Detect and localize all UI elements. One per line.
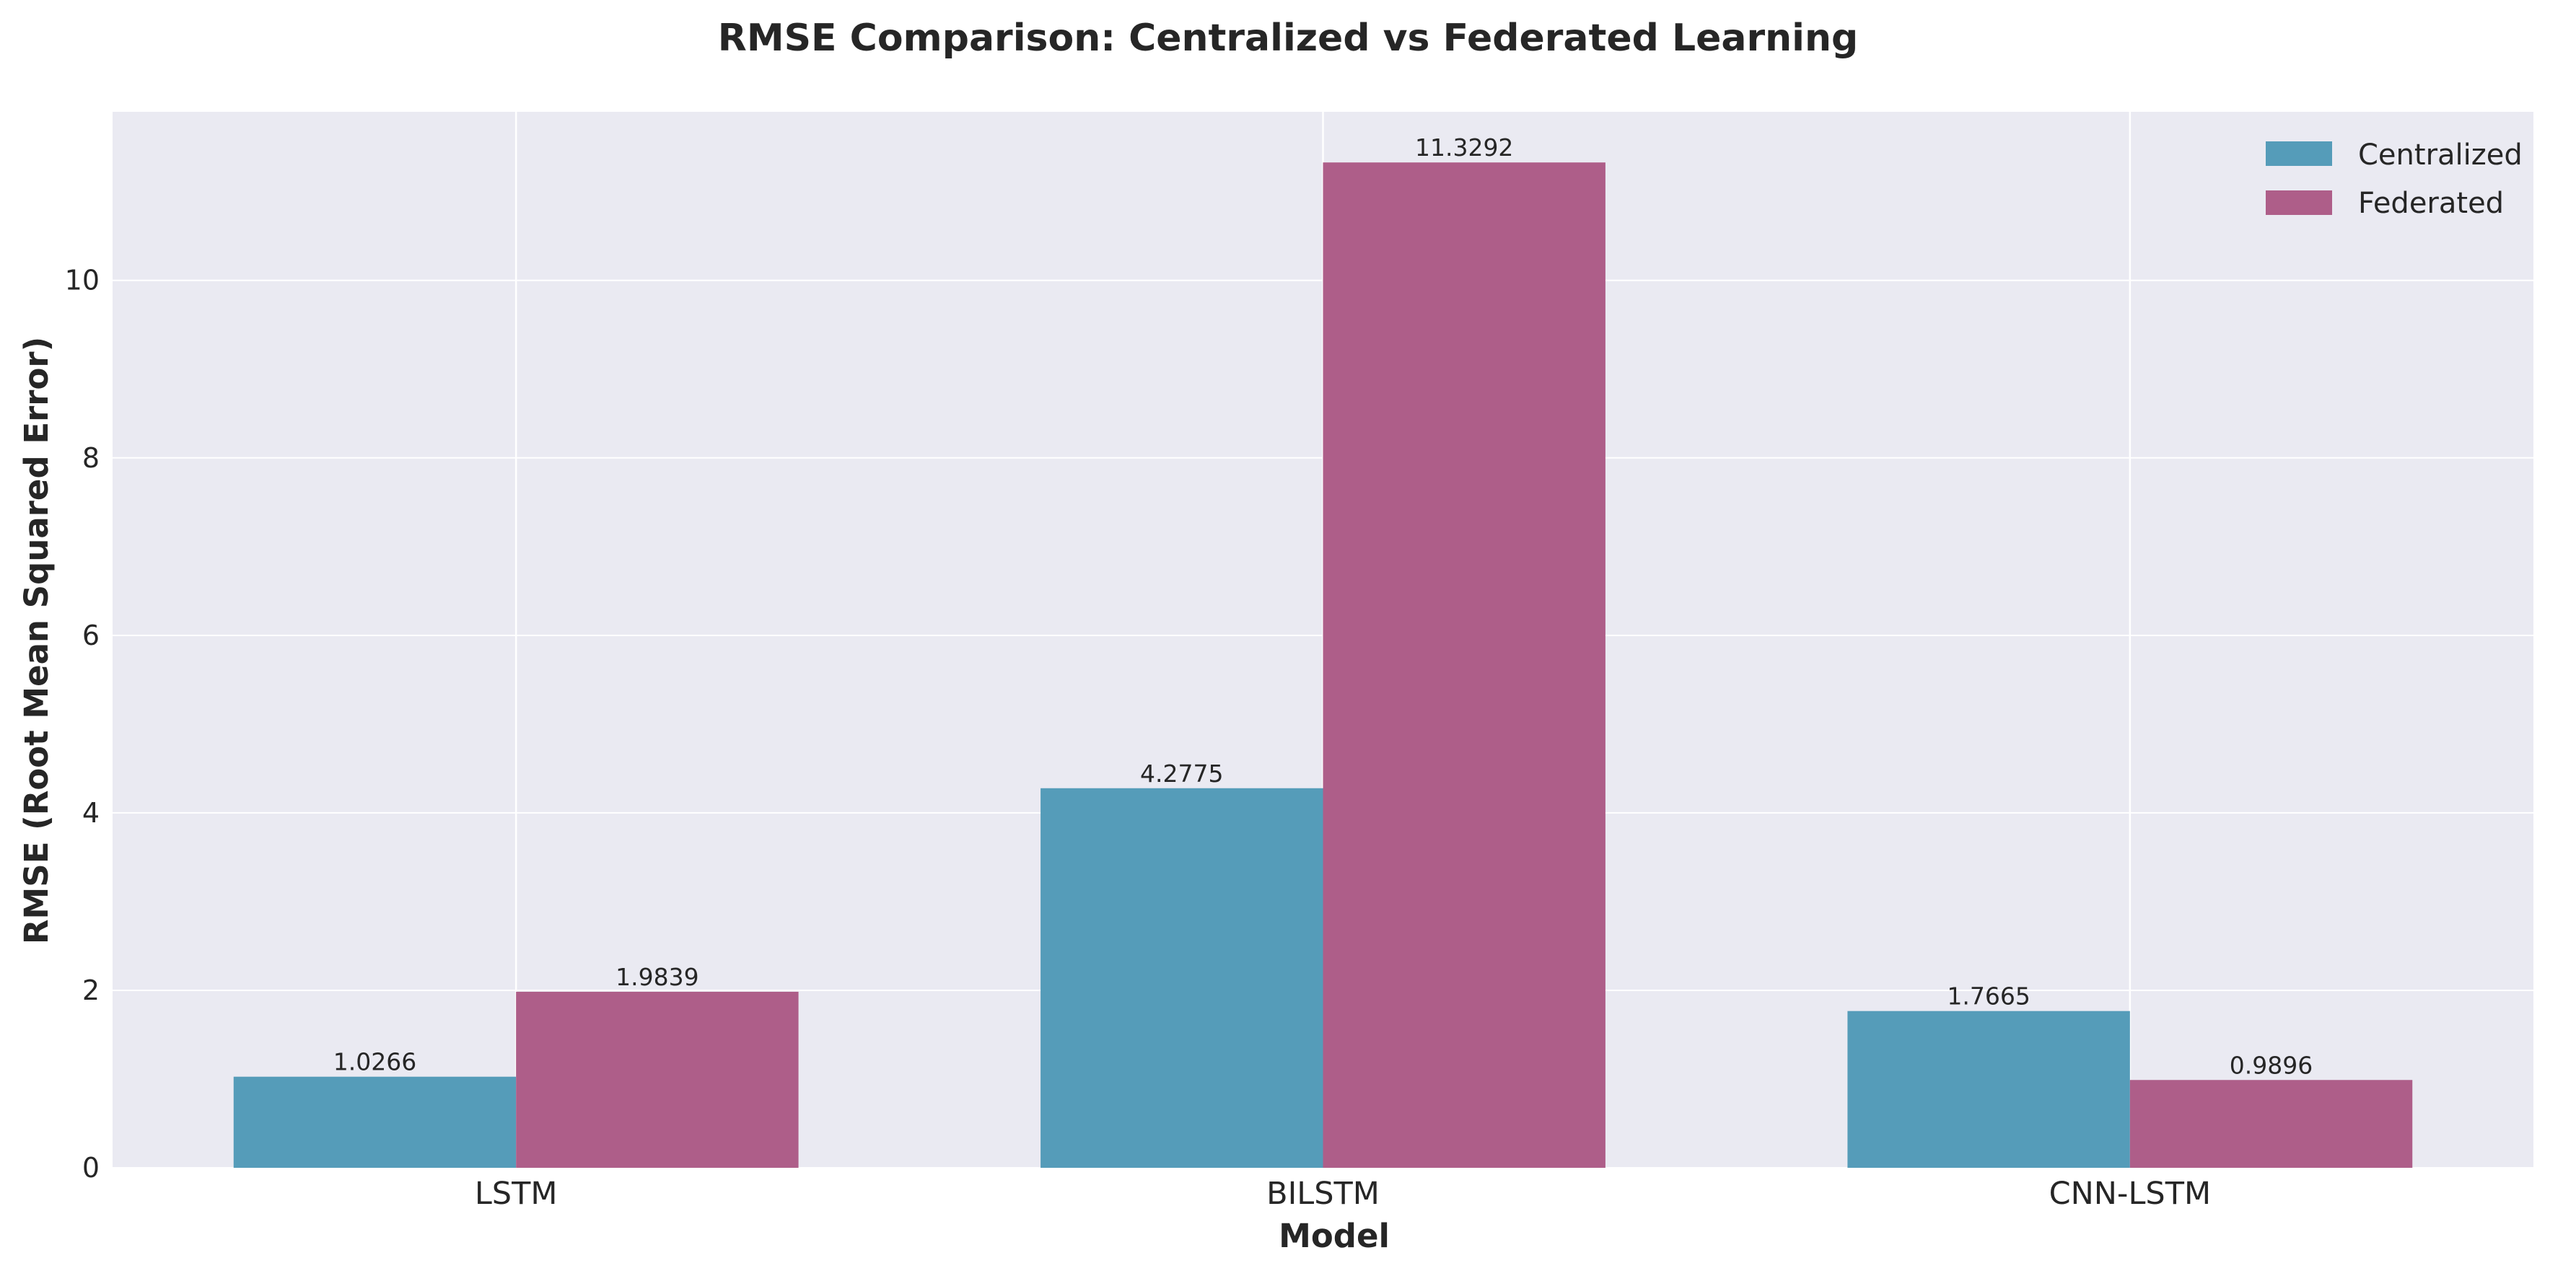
x-tick-label: LSTM bbox=[475, 1176, 558, 1212]
x-axis-label: Model bbox=[1279, 1217, 1390, 1255]
data-label-centralized-cnn-lstm: 1.7665 bbox=[1947, 982, 2030, 1011]
x-tick-label: CNN-LSTM bbox=[2049, 1176, 2212, 1212]
legend-swatch-federated bbox=[2266, 190, 2332, 215]
chart-title: RMSE Comparison: Centralized vs Federate… bbox=[718, 17, 1858, 60]
y-axis-label: RMSE (Root Mean Squared Error) bbox=[17, 337, 56, 944]
y-tick-label: 10 bbox=[65, 265, 100, 296]
data-labels: 1.0266 4.2775 1.7665 1.9839 11.3292 0.9896 bbox=[333, 133, 2313, 1079]
data-label-federated-lstm: 1.9839 bbox=[615, 963, 698, 991]
data-label-federated-cnn-lstm: 0.9896 bbox=[2230, 1051, 2313, 1079]
bar-federated-bilstm bbox=[1323, 162, 1605, 1169]
y-tick-label: 8 bbox=[82, 442, 100, 474]
x-tick-label: BILSTM bbox=[1266, 1176, 1380, 1212]
bar-centralized-bilstm bbox=[1041, 788, 1323, 1168]
data-label-centralized-lstm: 1.0266 bbox=[333, 1048, 416, 1076]
data-label-centralized-bilstm: 4.2775 bbox=[1140, 760, 1223, 788]
bar-federated-lstm bbox=[516, 991, 799, 1168]
bar-centralized-cnn-lstm bbox=[1847, 1011, 2130, 1168]
legend: Centralized Federated bbox=[2266, 138, 2523, 220]
data-label-federated-bilstm: 11.3292 bbox=[1415, 133, 1513, 162]
legend-swatch-centralized bbox=[2266, 141, 2332, 166]
bar-centralized-lstm bbox=[233, 1076, 517, 1168]
legend-label-centralized: Centralized bbox=[2358, 138, 2523, 172]
y-tick-label: 0 bbox=[82, 1152, 100, 1184]
y-tick-label: 4 bbox=[82, 797, 100, 829]
legend-label-federated: Federated bbox=[2358, 187, 2504, 220]
y-tick-label: 6 bbox=[82, 620, 100, 651]
x-axis-ticks: LSTM BILSTM CNN-LSTM bbox=[475, 1176, 2211, 1212]
bar-federated-cnn-lstm bbox=[2129, 1080, 2413, 1168]
y-tick-label: 2 bbox=[82, 974, 100, 1006]
bars bbox=[233, 162, 2413, 1169]
y-axis-ticks: 0 2 4 6 8 10 bbox=[65, 265, 100, 1184]
